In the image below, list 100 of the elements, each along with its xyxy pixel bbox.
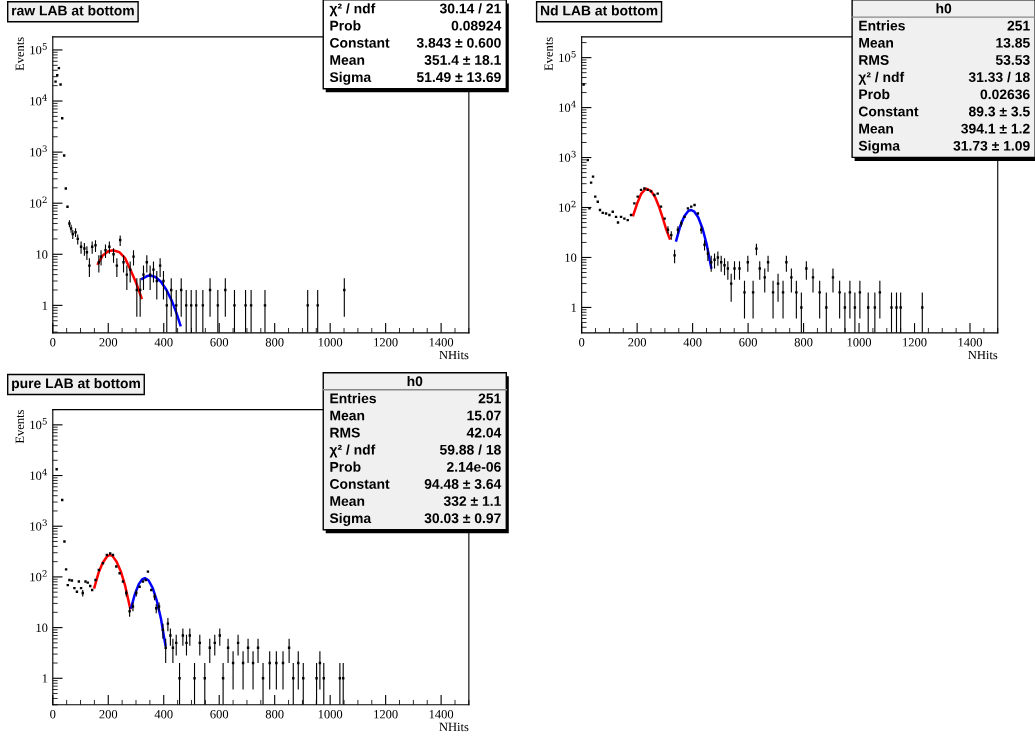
annotation: 31.33 / 18 xyxy=(968,71,1030,83)
x-tick-label: 1400 xyxy=(429,710,454,719)
y-tick-label: 10$^{5}$ xyxy=(559,50,576,63)
annotation: Constant xyxy=(858,106,919,117)
x-tick-label: 1000 xyxy=(847,338,872,347)
y-tick-label: 10 xyxy=(36,250,48,259)
annotation: 94.48 ± 3.64 xyxy=(424,479,502,489)
x-tick-label: 400 xyxy=(683,338,702,347)
y-tick-label: 1 xyxy=(42,674,48,683)
x-tick-label: 400 xyxy=(154,710,173,719)
line-series xyxy=(675,208,713,269)
x-tick-label: 200 xyxy=(99,710,118,719)
y-axis-title: Events xyxy=(15,37,24,71)
annotation: Constant xyxy=(330,37,390,48)
chart-title: pure LAB at bottom xyxy=(12,378,140,391)
annotation: 15.07 xyxy=(467,410,501,421)
annotation: Sigma xyxy=(858,140,901,154)
point xyxy=(69,227,73,230)
point xyxy=(112,253,115,256)
text: 30.14 / 21 xyxy=(439,3,501,14)
annotation: 53.53 xyxy=(995,55,1030,65)
x-tick-label: 400 xyxy=(154,338,173,347)
point xyxy=(142,273,145,276)
annotation: Mean xyxy=(330,496,365,507)
annotation: RMS xyxy=(859,55,889,65)
annotation: Sigma xyxy=(329,512,372,526)
annotation: Constant xyxy=(330,479,390,489)
annotation: Sigma xyxy=(329,71,372,85)
annotation: χ² / ndf xyxy=(858,71,905,85)
point xyxy=(194,304,198,307)
y-tick-label: 10$^{5}$ xyxy=(30,418,47,430)
annotation: Mean xyxy=(330,55,365,65)
annotation: 30.03 ± 0.97 xyxy=(424,513,501,524)
point xyxy=(59,83,62,86)
x-axis-title: NHits xyxy=(968,350,998,360)
text: 0.08924 xyxy=(451,20,502,31)
point xyxy=(185,304,188,307)
annotation: Mean xyxy=(330,410,365,421)
x-tick-label: 1200 xyxy=(374,710,398,719)
annotation: RMS xyxy=(330,427,360,438)
point xyxy=(224,288,227,292)
y-tick-label: 10$^{4}$ xyxy=(30,94,48,106)
point xyxy=(175,304,178,307)
point xyxy=(128,268,132,271)
point xyxy=(343,288,346,292)
annotation: 332 ± 1.1 xyxy=(443,496,501,507)
text: 251 xyxy=(1007,20,1030,31)
x-axis-title: NHits xyxy=(439,722,469,732)
annotation: 42.04 xyxy=(466,427,502,438)
point xyxy=(162,279,165,283)
point xyxy=(316,304,319,307)
point xyxy=(88,264,91,267)
y-tick-label: 10$^{3}$ xyxy=(30,519,47,531)
point xyxy=(54,80,57,83)
point xyxy=(189,304,193,307)
point xyxy=(148,273,152,276)
text: Entries xyxy=(859,20,905,31)
y-tick-label: 10$^{5}$ xyxy=(30,43,47,55)
y-tick-label: 10 xyxy=(565,253,577,262)
point xyxy=(108,245,111,249)
point xyxy=(263,304,267,307)
point xyxy=(125,273,129,276)
point xyxy=(104,249,107,252)
x-tick-label: 200 xyxy=(628,338,647,347)
annotation: 31.73 ± 1.09 xyxy=(953,140,1030,151)
chart-title: raw LAB at bottom xyxy=(12,5,134,16)
x-tick-label: 1000 xyxy=(318,710,343,719)
annotation: 394.1 ± 1.2 xyxy=(961,123,1030,134)
x-tick-label: 600 xyxy=(210,710,229,719)
point xyxy=(244,304,247,307)
point xyxy=(158,264,162,267)
y-tick-label: 10$^{3}$ xyxy=(30,145,47,157)
point xyxy=(122,261,125,264)
annotation: 2.14e-06 xyxy=(446,461,501,472)
y-tick-label: 10$^{2}$ xyxy=(30,196,47,208)
x-tick-label: 0 xyxy=(579,338,585,347)
text: χ² / ndf xyxy=(329,3,376,17)
text: 251 xyxy=(478,393,501,404)
annotation: 3.843 ± 0.600 xyxy=(416,37,501,48)
text: Entries xyxy=(330,393,376,404)
x-tick-label: 0 xyxy=(50,338,56,347)
x-tick-label: 600 xyxy=(210,338,229,347)
x-tick-label: 800 xyxy=(265,338,284,347)
point xyxy=(115,264,119,267)
y-tick-label: 1 xyxy=(42,301,48,310)
x-tick-label: 1200 xyxy=(374,338,398,347)
point xyxy=(233,304,236,307)
point xyxy=(216,304,220,307)
annotation: χ² / ndf xyxy=(329,444,376,458)
annotation: 89.3 ± 3.5 xyxy=(968,106,1030,117)
annotation: Mean xyxy=(859,123,893,134)
point xyxy=(99,255,103,258)
y-tick-label: 10$^{4}$ xyxy=(30,468,48,480)
y-tick-label: 10 xyxy=(36,623,48,633)
point xyxy=(64,187,68,190)
text: Prob xyxy=(330,20,361,31)
annotation: 59.88 / 18 xyxy=(439,444,501,455)
x-tick-label: 0 xyxy=(50,710,56,719)
point xyxy=(62,154,66,157)
point xyxy=(201,304,205,307)
